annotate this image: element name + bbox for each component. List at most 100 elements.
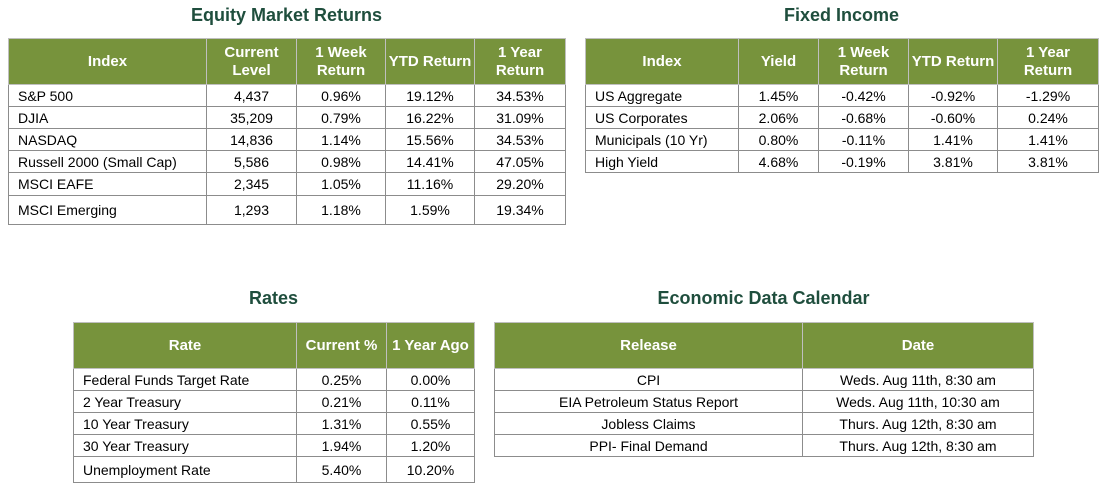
calendar-section: Economic Data Calendar Release Date CPI … [494,283,1034,463]
table-row: MSCI Emerging 1,293 1.18% 1.59% 19.34% [8,195,566,225]
table-row: PPI- Final Demand Thurs. Aug 12th, 8:30 … [494,434,1034,457]
rates-header-row: Rate Current % 1 Year Ago [73,322,475,369]
rates-cell-1-year-ago: 0.11% [386,390,475,413]
equity-cell-1-year-return: 34.53% [474,128,566,151]
fixed-income-cell-1-week-return: -0.11% [818,128,909,151]
fixed-income-cell-ytd-return: 3.81% [908,150,998,173]
rates-header-current-pct: Current % [296,322,387,369]
rates-title: Rates [248,288,299,308]
table-row: Federal Funds Target Rate 0.25% 0.00% [73,368,475,391]
fixed-income-cell-ytd-return: 1.41% [908,128,998,151]
equity-cell-1-week-return: 1.14% [296,128,386,151]
fixed-income-cell-1-year-return: 0.24% [997,106,1099,129]
table-row: S&P 500 4,437 0.96% 19.12% 34.53% [8,84,566,107]
fixed-income-cell-yield: 4.68% [738,150,819,173]
equity-cell-index: Russell 2000 (Small Cap) [8,150,207,173]
equity-cell-1-year-return: 31.09% [474,106,566,129]
equity-header-row: Index Current Level 1 Week Return YTD Re… [8,38,566,85]
rates-cell-1-year-ago: 10.20% [386,456,475,483]
table-row: Jobless Claims Thurs. Aug 12th, 8:30 am [494,412,1034,435]
rates-cell-current: 1.31% [296,412,387,435]
equity-cell-index: MSCI EAFE [8,172,207,196]
rates-cell-current: 0.25% [296,368,387,391]
calendar-table: Release Date CPI Weds. Aug 11th, 8:30 am… [494,322,1034,457]
calendar-cell-release: Jobless Claims [494,412,803,435]
calendar-header-release: Release [494,322,803,369]
equity-cell-current-level: 14,836 [206,128,297,151]
table-row: 30 Year Treasury 1.94% 1.20% [73,434,475,457]
fixed-income-cell-1-week-return: -0.19% [818,150,909,173]
equity-cell-current-level: 35,209 [206,106,297,129]
fixed-income-cell-1-week-return: -0.68% [818,106,909,129]
equity-header-index: Index [8,38,207,85]
table-row: US Corporates 2.06% -0.68% -0.60% 0.24% [585,106,1099,129]
fixed-income-cell-ytd-return: -0.60% [908,106,998,129]
fixed-income-header-1-year-return: 1 Year Return [997,38,1099,85]
fixed-income-cell-index: US Aggregate [585,84,739,107]
table-row: NASDAQ 14,836 1.14% 15.56% 34.53% [8,128,566,151]
rates-cell-1-year-ago: 1.20% [386,434,475,457]
rates-table: Rate Current % 1 Year Ago Federal Funds … [73,322,475,483]
calendar-cell-release: CPI [494,368,803,391]
equity-cell-current-level: 2,345 [206,172,297,196]
rates-header-1-year-ago: 1 Year Ago [386,322,475,369]
fixed-income-cell-1-week-return: -0.42% [818,84,909,107]
calendar-cell-release: PPI- Final Demand [494,434,803,457]
equity-cell-ytd-return: 1.59% [385,195,475,225]
equity-header-1-week-return: 1 Week Return [296,38,386,85]
equity-cell-index: MSCI Emerging [8,195,207,225]
fixed-income-header-ytd-return: YTD Return [908,38,998,85]
rates-cell-1-year-ago: 0.00% [386,368,475,391]
table-row: High Yield 4.68% -0.19% 3.81% 3.81% [585,150,1099,173]
equity-cell-1-week-return: 0.98% [296,150,386,173]
table-row: 10 Year Treasury 1.31% 0.55% [73,412,475,435]
fixed-income-header-yield: Yield [738,38,819,85]
calendar-cell-date: Weds. Aug 11th, 8:30 am [802,368,1034,391]
fixed-income-header-1-week-return: 1 Week Return [818,38,909,85]
rates-cell-rate: Federal Funds Target Rate [73,368,297,391]
calendar-header-row: Release Date [494,322,1034,369]
calendar-cell-date: Thurs. Aug 12th, 8:30 am [802,412,1034,435]
table-row: EIA Petroleum Status Report Weds. Aug 11… [494,390,1034,413]
equity-cell-1-year-return: 47.05% [474,150,566,173]
fixed-income-section: Fixed Income Index Yield 1 Week Return Y… [585,0,1099,180]
fixed-income-header-row: Index Yield 1 Week Return YTD Return 1 Y… [585,38,1099,85]
table-row: MSCI EAFE 2,345 1.05% 11.16% 29.20% [8,172,566,196]
fixed-income-header-index: Index [585,38,739,85]
equity-cell-ytd-return: 14.41% [385,150,475,173]
table-row: 2 Year Treasury 0.21% 0.11% [73,390,475,413]
table-row: Municipals (10 Yr) 0.80% -0.11% 1.41% 1.… [585,128,1099,151]
fixed-income-cell-yield: 2.06% [738,106,819,129]
equity-cell-index: S&P 500 [8,84,207,107]
rates-cell-rate: 2 Year Treasury [73,390,297,413]
table-row: Unemployment Rate 5.40% 10.20% [73,456,475,483]
table-row: US Aggregate 1.45% -0.42% -0.92% -1.29% [585,84,1099,107]
rates-cell-rate: Unemployment Rate [73,456,297,483]
fixed-income-cell-index: US Corporates [585,106,739,129]
equity-cell-1-week-return: 0.79% [296,106,386,129]
rates-cell-current: 5.40% [296,456,387,483]
table-row: Russell 2000 (Small Cap) 5,586 0.98% 14.… [8,150,566,173]
rates-section: Rates Rate Current % 1 Year Ago Federal … [73,283,475,483]
calendar-header-date: Date [802,322,1034,369]
equity-cell-current-level: 1,293 [206,195,297,225]
fixed-income-cell-yield: 0.80% [738,128,819,151]
equity-cell-1-year-return: 19.34% [474,195,566,225]
fixed-income-cell-index: Municipals (10 Yr) [585,128,739,151]
equity-cell-ytd-return: 16.22% [385,106,475,129]
equity-header-1-year-return: 1 Year Return [474,38,566,85]
rates-cell-rate: 30 Year Treasury [73,434,297,457]
equity-cell-current-level: 5,586 [206,150,297,173]
equity-cell-index: DJIA [8,106,207,129]
calendar-cell-release: EIA Petroleum Status Report [494,390,803,413]
calendar-cell-date: Weds. Aug 11th, 10:30 am [802,390,1034,413]
equity-cell-1-year-return: 34.53% [474,84,566,107]
equity-cell-index: NASDAQ [8,128,207,151]
fixed-income-cell-ytd-return: -0.92% [908,84,998,107]
fixed-income-table: Index Yield 1 Week Return YTD Return 1 Y… [585,38,1099,173]
fixed-income-cell-yield: 1.45% [738,84,819,107]
equity-cell-ytd-return: 19.12% [385,84,475,107]
fixed-income-title: Fixed Income [783,5,900,25]
calendar-title: Economic Data Calendar [657,288,870,308]
equity-cell-ytd-return: 15.56% [385,128,475,151]
